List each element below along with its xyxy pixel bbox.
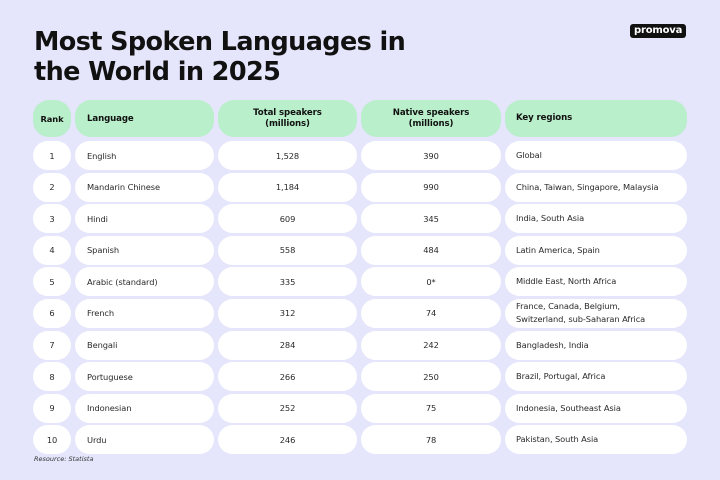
language-cell: Arabic (standard) (75, 267, 214, 297)
promova-logo: promova (630, 24, 687, 38)
rank-cell: 9 (33, 393, 71, 423)
table-header-row: Rank Language Total speakers (millions) … (33, 100, 687, 137)
native-speakers-cell: 390 (361, 141, 501, 170)
language-cell: Bengali (75, 330, 214, 360)
total-speakers-cell: 609 (218, 204, 357, 234)
language-cell: Spanish (75, 235, 214, 265)
native-speakers-cell: 78 (361, 425, 501, 455)
key-regions-cell: Latin America, Spain (505, 235, 687, 265)
total-speakers-cell: 1,528 (218, 141, 357, 170)
column-header-key-regions: Key regions (505, 100, 687, 137)
rank-cell: 6 (33, 298, 71, 328)
language-cell: Mandarin Chinese (75, 172, 214, 202)
total-speakers-cell: 284 (218, 330, 357, 360)
total-speakers-cell: 252 (218, 393, 357, 423)
column-header-rank: Rank (33, 100, 71, 137)
column-header-native-speakers: Native speakers (millions) (361, 100, 501, 137)
key-regions-cell: France, Canada, Belgium, Switzerland, su… (505, 298, 687, 328)
language-cell: English (75, 141, 214, 170)
total-speakers-cell: 558 (218, 235, 357, 265)
native-speakers-cell: 990 (361, 172, 501, 202)
rank-cell: 3 (33, 204, 71, 234)
rank-cell: 7 (33, 330, 71, 360)
source-note: Resource: Statista (34, 455, 94, 463)
table-row: 1 English 1,528 390 Global (33, 141, 687, 170)
table-row: 2 Mandarin Chinese 1,184 990 China, Taiw… (33, 172, 687, 202)
table-row: 4 Spanish 558 484 Latin America, Spain (33, 235, 687, 265)
language-cell: Portuguese (75, 362, 214, 392)
total-speakers-cell: 1,184 (218, 172, 357, 202)
key-regions-cell: Pakistan, South Asia (505, 425, 687, 455)
column-header-total-speakers: Total speakers (millions) (218, 100, 357, 137)
table-row: 7 Bengali 284 242 Bangladesh, India (33, 330, 687, 360)
rank-cell: 2 (33, 172, 71, 202)
table-row: 6 French 312 74 France, Canada, Belgium,… (33, 298, 687, 328)
table-row: 3 Hindi 609 345 India, South Asia (33, 204, 687, 234)
native-speakers-cell: 484 (361, 235, 501, 265)
page-title: Most Spoken Languages in the World in 20… (34, 27, 406, 87)
table-row: 9 Indonesian 252 75 Indonesia, Southeast… (33, 393, 687, 423)
native-speakers-cell: 74 (361, 298, 501, 328)
key-regions-cell: Bangladesh, India (505, 330, 687, 360)
key-regions-cell: Global (505, 141, 687, 170)
key-regions-cell: Indonesia, Southeast Asia (505, 393, 687, 423)
key-regions-cell: India, South Asia (505, 204, 687, 234)
native-speakers-cell: 345 (361, 204, 501, 234)
native-speakers-cell: 250 (361, 362, 501, 392)
total-speakers-cell: 335 (218, 267, 357, 297)
languages-table: Rank Language Total speakers (millions) … (33, 100, 687, 457)
rank-cell: 5 (33, 267, 71, 297)
language-cell: French (75, 298, 214, 328)
rank-cell: 8 (33, 362, 71, 392)
rank-cell: 1 (33, 141, 71, 170)
native-speakers-cell: 242 (361, 330, 501, 360)
key-regions-cell: China, Taiwan, Singapore, Malaysia (505, 172, 687, 202)
key-regions-cell: Middle East, North Africa (505, 267, 687, 297)
total-speakers-cell: 266 (218, 362, 357, 392)
language-cell: Urdu (75, 425, 214, 455)
key-regions-cell: Brazil, Portugal, Africa (505, 362, 687, 392)
rank-cell: 10 (33, 425, 71, 455)
native-speakers-cell: 0* (361, 267, 501, 297)
table-row: 8 Portuguese 266 250 Brazil, Portugal, A… (33, 362, 687, 392)
total-speakers-cell: 246 (218, 425, 357, 455)
table-row: 10 Urdu 246 78 Pakistan, South Asia (33, 425, 687, 455)
native-speakers-cell: 75 (361, 393, 501, 423)
total-speakers-cell: 312 (218, 298, 357, 328)
rank-cell: 4 (33, 235, 71, 265)
language-cell: Indonesian (75, 393, 214, 423)
column-header-language: Language (75, 100, 214, 137)
language-cell: Hindi (75, 204, 214, 234)
table-row: 5 Arabic (standard) 335 0* Middle East, … (33, 267, 687, 297)
